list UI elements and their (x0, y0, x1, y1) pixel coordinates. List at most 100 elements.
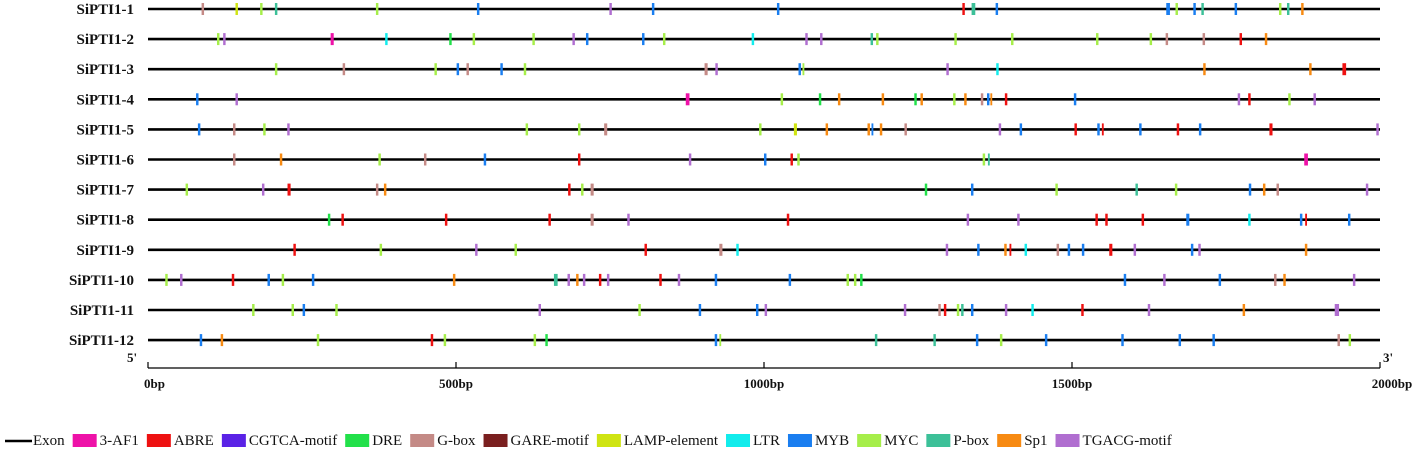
element-g-box-mark (466, 63, 469, 76)
element-sp1-mark (837, 93, 841, 106)
gene-row: SiPTI1-6 (76, 153, 1380, 169)
element-myc-mark (443, 334, 447, 347)
legend-label: ABRE (174, 433, 214, 449)
element-myc-mark (263, 123, 266, 136)
element-tgacg-motif-mark (1352, 273, 1356, 286)
element-myb-mark (1097, 123, 1100, 136)
element-sp1-mark (920, 93, 923, 106)
element-myc-mark (472, 33, 476, 46)
element-ltr-mark (1031, 304, 1034, 316)
element-abre-mark (1248, 93, 1251, 106)
element-tgacg-motif-mark (946, 63, 949, 76)
element-tgacg-motif-mark (764, 304, 768, 316)
element-g-box-mark (1202, 33, 1206, 46)
gene-row: SiPTI1-11 (70, 303, 1380, 319)
element-p-box-mark (870, 33, 874, 46)
legend-swatch (146, 434, 171, 447)
legend-item: 3-AF1 (72, 433, 139, 449)
element-sp1-mark (867, 123, 870, 136)
element-g-box-mark (704, 63, 708, 76)
element-abre-mark (943, 304, 947, 316)
element-myc-mark (759, 123, 762, 136)
element-myc-mark (260, 3, 263, 15)
element-myb-mark (1044, 334, 1048, 347)
gene-label: SiPTI1-4 (76, 92, 134, 108)
element-myc-mark (1288, 93, 1291, 106)
element-myb-mark (197, 123, 201, 136)
element-tgacg-motif-mark (572, 33, 575, 46)
legend-swatch (221, 434, 246, 447)
gene-row: SiPTI1-5 (76, 122, 1380, 138)
gene-row: SiPTI1-8 (76, 213, 1380, 229)
element-tgacg-motif-mark (475, 243, 478, 256)
element-tgacg-motif-mark (1133, 243, 1137, 256)
element-abre-mark (962, 3, 965, 15)
element-myb-mark (199, 334, 203, 347)
element-p-box-mark (274, 3, 278, 15)
element-ltr-mark (751, 33, 755, 46)
legend-label: 3-AF1 (100, 433, 139, 449)
gene-label: SiPTI1-5 (76, 122, 134, 138)
element-myb-mark (975, 334, 979, 347)
element-g-box-mark (1337, 334, 1340, 347)
legend-label: G-box (437, 433, 476, 449)
gene-row: SiPTI1-7 (76, 183, 1380, 199)
element-tgacg-motif-mark (1017, 213, 1020, 226)
element-myc-mark (533, 334, 537, 347)
element-g-box-mark (904, 123, 907, 136)
element-tgacg-motif-mark (903, 304, 907, 316)
element-myc-mark (1011, 33, 1014, 46)
element-myb-mark (1186, 213, 1190, 226)
element-dre-mark (818, 93, 822, 106)
gene-row: SiPTI1-4 (76, 92, 1380, 108)
legend-swatch (410, 434, 435, 447)
element-abre-mark (1074, 123, 1077, 136)
element-g-box-mark (342, 63, 346, 76)
three-prime-label: 3' (1383, 350, 1393, 365)
element-myb-mark (1139, 123, 1142, 136)
element-abre-mark (1004, 93, 1008, 106)
element-abre-mark (786, 213, 790, 226)
element-myc-mark (1149, 33, 1153, 46)
element-g-box-mark (1056, 243, 1060, 256)
tick-label: 1000bp (744, 376, 784, 391)
element-abre-mark (430, 334, 434, 347)
element-abre-mark (231, 273, 235, 286)
element-tgacg-motif-mark (1365, 183, 1369, 196)
element-myb-mark (755, 304, 759, 316)
element-tgacg-motif-mark (261, 183, 265, 196)
element-g-box-mark (375, 183, 379, 196)
legend-item: LAMP-element (596, 433, 719, 449)
element-myb-mark (1166, 3, 1170, 15)
element-myc-mark (956, 304, 960, 316)
gene-label: SiPTI1-12 (69, 333, 134, 349)
element-abre-mark (1342, 63, 1347, 76)
element-tgacg-motif-mark (1237, 93, 1241, 106)
element-sp1-mark (1264, 33, 1268, 46)
element-abre-mark (1095, 213, 1098, 226)
element-g-box-mark (233, 153, 236, 166)
element-myb-mark (986, 93, 990, 106)
element-abre-mark (1239, 33, 1243, 46)
legend-swatch (596, 434, 621, 447)
element-myb-mark (476, 3, 480, 15)
element-tgacg-motif-mark (715, 63, 718, 76)
element-dre-mark (914, 93, 917, 106)
element-tgacg-motif-mark (945, 243, 949, 256)
legend: Exon 3-AF1 ABRE CGTCA-motif DRE G-box GARE-mot… (5, 433, 1172, 449)
element-abre-mark (577, 153, 581, 166)
element-p-box-mark (1135, 183, 1138, 196)
element-myb-mark (871, 123, 874, 136)
element-abre-mark (287, 183, 291, 196)
gene-row: SiPTI1-12 (69, 333, 1380, 349)
tick-label: 1500bp (1052, 376, 1092, 391)
element-g-box-mark (604, 123, 608, 136)
element-g-box-mark (980, 93, 984, 106)
element-myc-mark (1175, 3, 1178, 15)
element-myc-mark (379, 243, 383, 256)
element-tgacg-motif-mark (1163, 273, 1166, 286)
element-ltr-mark (996, 63, 999, 76)
element-p-box-mark (1286, 3, 1290, 15)
element-tgacg-motif-mark (606, 273, 610, 286)
